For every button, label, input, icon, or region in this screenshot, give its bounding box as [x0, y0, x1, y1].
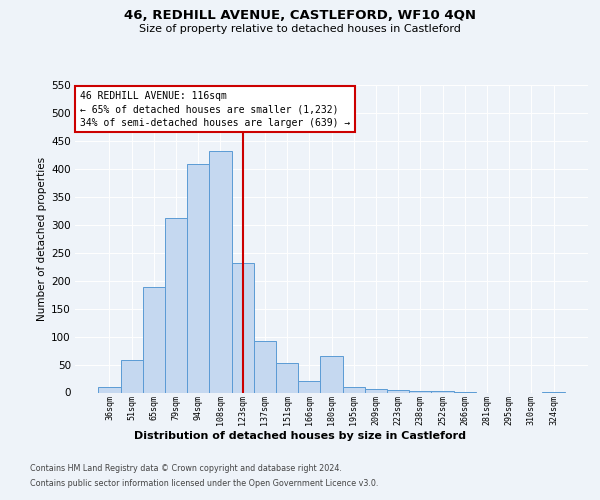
Bar: [343, 387, 365, 392]
Bar: [320, 356, 343, 393]
Bar: [98, 387, 121, 392]
Text: Size of property relative to detached houses in Castleford: Size of property relative to detached ho…: [139, 24, 461, 34]
Bar: [165, 218, 187, 392]
Text: Distribution of detached houses by size in Castleford: Distribution of detached houses by size …: [134, 431, 466, 441]
Text: 46 REDHILL AVENUE: 116sqm
← 65% of detached houses are smaller (1,232)
34% of se: 46 REDHILL AVENUE: 116sqm ← 65% of detac…: [80, 91, 350, 128]
Bar: [232, 263, 254, 392]
Bar: [121, 360, 143, 392]
Bar: [143, 288, 165, 393]
Bar: [187, 164, 209, 392]
Text: Contains HM Land Registry data © Crown copyright and database right 2024.: Contains HM Land Registry data © Crown c…: [30, 464, 342, 473]
Bar: [254, 340, 276, 392]
Text: 46, REDHILL AVENUE, CASTLEFORD, WF10 4QN: 46, REDHILL AVENUE, CASTLEFORD, WF10 4QN: [124, 9, 476, 22]
Y-axis label: Number of detached properties: Number of detached properties: [37, 156, 47, 321]
Bar: [409, 391, 431, 392]
Text: Contains public sector information licensed under the Open Government Licence v3: Contains public sector information licen…: [30, 479, 379, 488]
Bar: [209, 151, 232, 392]
Bar: [365, 388, 387, 392]
Bar: [298, 381, 320, 392]
Bar: [387, 390, 409, 392]
Bar: [276, 364, 298, 392]
